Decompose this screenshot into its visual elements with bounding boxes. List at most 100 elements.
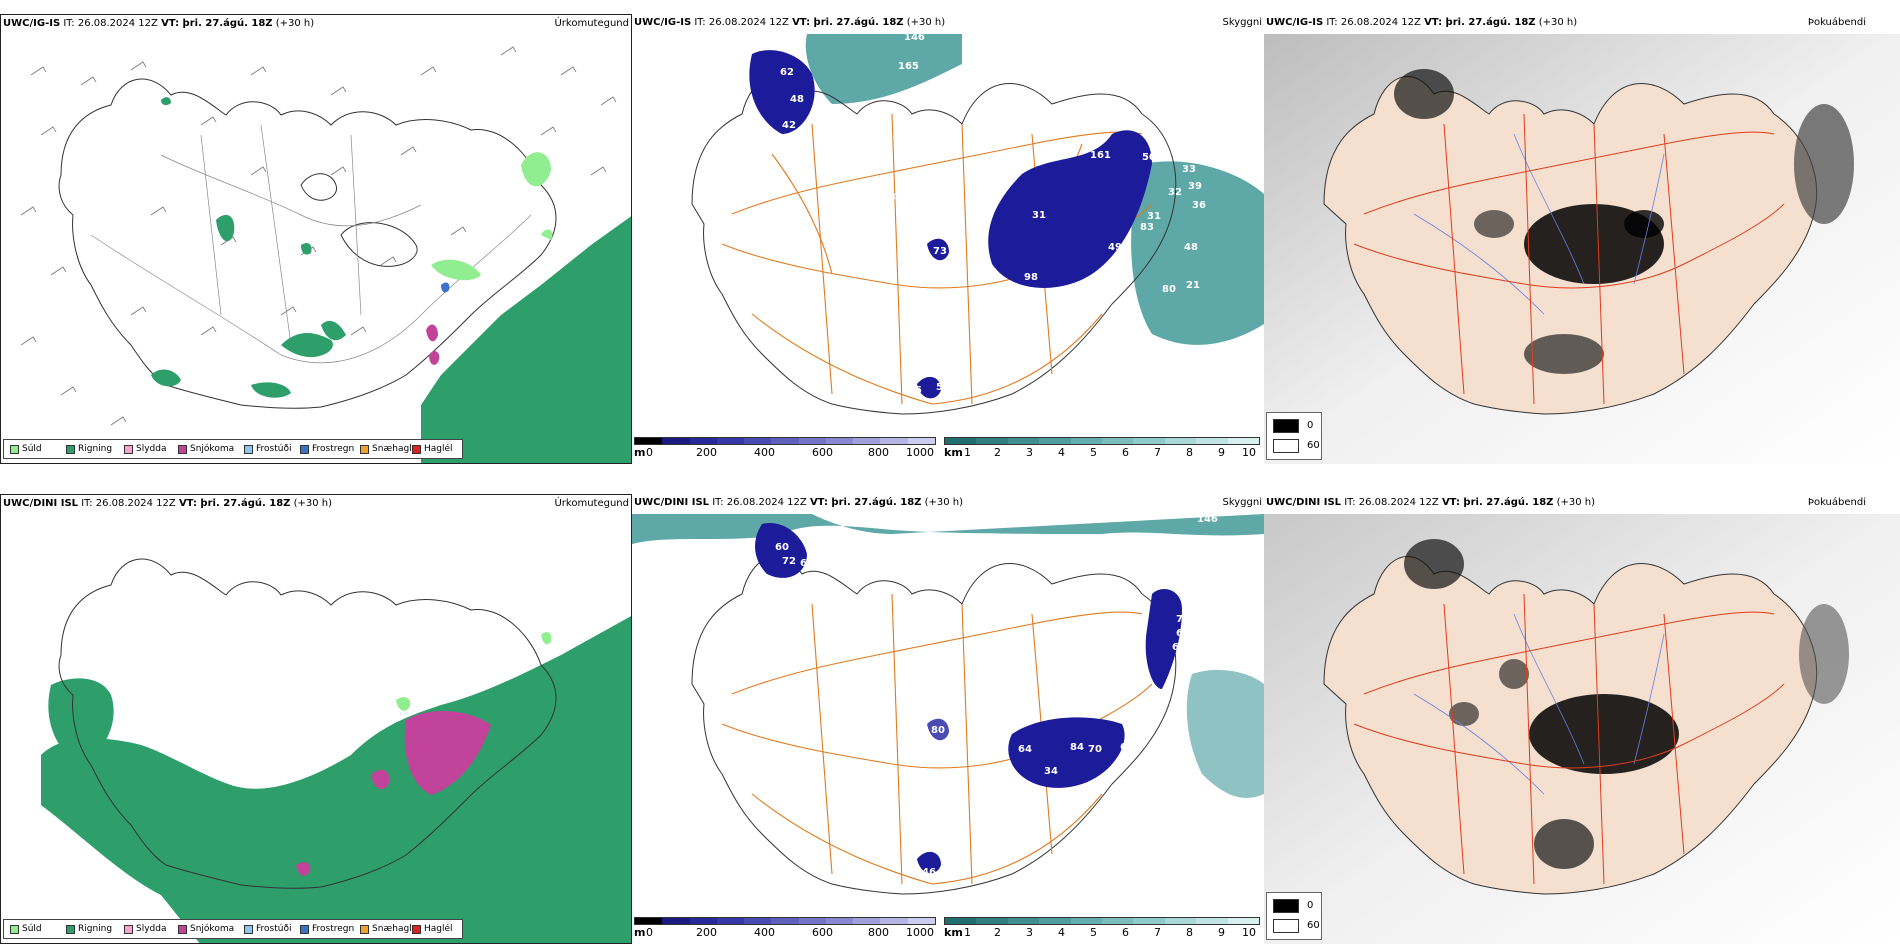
colorbar-segment xyxy=(771,918,799,924)
teal-low-vis-north xyxy=(632,514,1264,544)
drizzle-areas xyxy=(396,632,552,711)
model-name: UWC/IG-IS xyxy=(634,17,692,28)
legend-swatch xyxy=(244,924,253,934)
colorbar-segment xyxy=(1070,918,1103,924)
rain-ocean-area xyxy=(421,216,631,463)
legend-swatch xyxy=(10,924,19,934)
colorbar-segment xyxy=(853,438,881,444)
legend-item: Súld xyxy=(10,924,42,936)
legend-swatch xyxy=(66,444,75,454)
colorbar-segment xyxy=(1039,438,1071,444)
low-vis-dark xyxy=(755,523,1182,874)
colorbar-segment xyxy=(635,438,663,444)
colorbar-segment xyxy=(1039,918,1071,924)
fog-legend-label: 60 xyxy=(1307,440,1320,451)
vis-label: 33 xyxy=(1118,271,1132,282)
colorbar-segment xyxy=(635,918,663,924)
vis-label: 43 xyxy=(1086,275,1100,286)
model-name: UWC/DINI ISL xyxy=(3,498,79,509)
teal-low-vis-east xyxy=(1131,161,1264,345)
lead-time: (+30 h) xyxy=(1556,497,1596,508)
vis-tick: 4 xyxy=(1058,926,1065,939)
lead-time: (+30 h) xyxy=(906,17,946,28)
teal-low-vis-north xyxy=(805,34,962,104)
colorbar-segment xyxy=(880,918,908,924)
vis-label: 49 xyxy=(1108,242,1122,253)
fog-legend: 0 60 xyxy=(1266,892,1322,940)
vis-label: 122 xyxy=(1117,120,1138,131)
vis-tick: 8 xyxy=(1186,446,1193,459)
vis-tick: 600 xyxy=(812,446,833,459)
product-title: Skyggni xyxy=(1222,497,1262,508)
legend-label: Súld xyxy=(22,444,42,454)
legend-label: Snjókoma xyxy=(190,444,235,454)
product-title: Skyggni xyxy=(1222,17,1262,28)
valid-time: VT: þri. 27.ágú. 18Z xyxy=(1424,17,1536,28)
vis-label: 54 xyxy=(1184,652,1198,663)
product-title: Þokuábendi xyxy=(1807,17,1866,28)
legend-swatch xyxy=(10,444,19,454)
legend-item: Snjókoma xyxy=(178,924,234,936)
vis-unit-m: m xyxy=(634,446,646,459)
fog-legend-label: 0 xyxy=(1307,420,1314,431)
road-network xyxy=(721,593,1153,885)
legend-label: Frostúði xyxy=(256,444,292,454)
colorbar-segment xyxy=(976,438,1008,444)
colorbar-segment xyxy=(1133,438,1165,444)
vis-tick: 0 xyxy=(646,926,653,939)
vis-tick: 8 xyxy=(1186,926,1193,939)
colorbar-segment xyxy=(1227,438,1260,444)
vis-label: 57 xyxy=(936,382,950,393)
legend-swatch xyxy=(178,444,187,454)
colorbar-segment xyxy=(1007,918,1040,924)
fog-swatch-light xyxy=(1273,439,1299,453)
colorbar-segment xyxy=(907,438,935,444)
vis-tick: 800 xyxy=(868,446,889,459)
vis-tick: 400 xyxy=(754,926,775,939)
vis-label: 31 xyxy=(854,160,868,171)
fog-dark-patches xyxy=(1404,539,1849,869)
vis-label: 13 xyxy=(882,192,896,203)
legend-label: Rigning xyxy=(78,444,113,454)
vis-label: 31 xyxy=(1147,211,1161,222)
panel-header: UWC/DINI ISL IT: 26.08.2024 12Z VT: þri.… xyxy=(1,498,631,512)
rain-west xyxy=(48,678,114,765)
model-name: UWC/IG-IS xyxy=(1266,17,1324,28)
fog-legend-label: 60 xyxy=(1307,920,1320,931)
legend-swatch xyxy=(178,924,187,934)
vis-label: 146 xyxy=(1197,514,1218,525)
vis-tick: 1000 xyxy=(906,926,934,939)
iceland-outline xyxy=(691,76,1177,415)
init-time: IT: 26.08.2024 12Z xyxy=(712,497,807,508)
visibility-map xyxy=(691,34,1264,415)
vis-tick: 200 xyxy=(696,446,717,459)
fog-swatch-dark xyxy=(1273,419,1299,433)
colorbar-segment xyxy=(689,918,717,924)
vis-unit-km: km xyxy=(944,926,963,939)
visibility-panel-top: UWC/IG-IS IT: 26.08.2024 12Z VT: þri. 27… xyxy=(632,14,1264,464)
colorbar-segment xyxy=(1164,438,1197,444)
colorbar-segment xyxy=(945,918,977,924)
colorbar-segment xyxy=(1227,918,1260,924)
vis-unit-m: m xyxy=(634,926,646,939)
panel-header: UWC/DINI ISL IT: 26.08.2024 12Z VT: þri.… xyxy=(632,497,1264,511)
colorbar-segment xyxy=(1196,438,1228,444)
colorbar-segment xyxy=(853,918,881,924)
vis-colorbar-m xyxy=(634,917,936,925)
visibility-map xyxy=(632,514,1264,895)
colorbar-segment xyxy=(1007,438,1040,444)
vis-label: 34 xyxy=(1044,766,1058,777)
colorbar-segment xyxy=(771,438,799,444)
legend-item: Frostúði xyxy=(244,924,291,936)
vis-unit-km: km xyxy=(944,446,963,459)
iceland-outline xyxy=(58,558,557,889)
freezing-rain-areas xyxy=(441,282,450,293)
init-time: IT: 26.08.2024 12Z xyxy=(81,498,176,509)
vis-label: 66 xyxy=(1172,642,1186,653)
legend-label: Snjókoma xyxy=(190,924,235,934)
legend-label: Súld xyxy=(22,924,42,934)
vis-tick: 6 xyxy=(1122,926,1129,939)
vis-tick: 4 xyxy=(1058,446,1065,459)
vis-tick: 7 xyxy=(1154,446,1161,459)
vis-label: 21 xyxy=(1186,280,1200,291)
